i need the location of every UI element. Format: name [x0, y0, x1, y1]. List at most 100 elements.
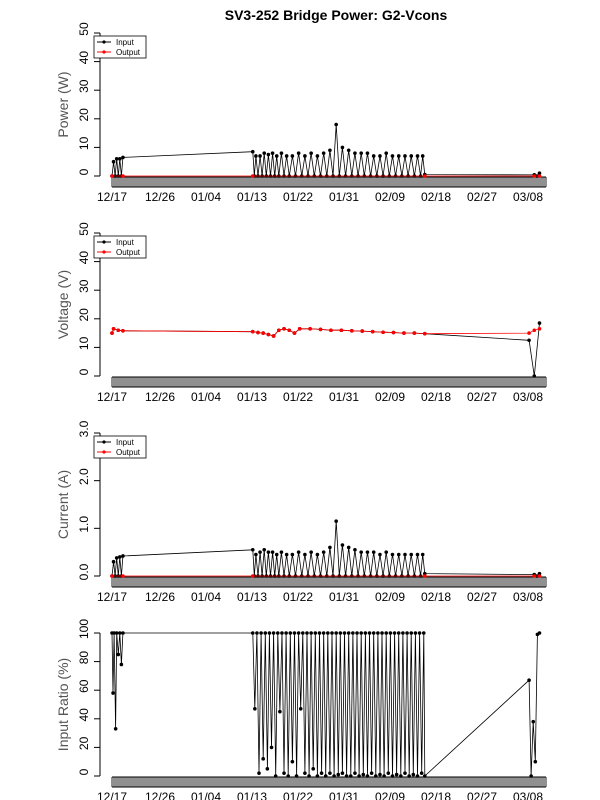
data-point [403, 154, 407, 158]
x-tick-label: 03/08 [513, 190, 543, 204]
panel-2: 0 10 20 30 40 50 Voltage (V) 12/17 12/26 01/04 01/… [55, 222, 547, 404]
series-input [110, 631, 542, 778]
y-tick-label: 40 [77, 708, 91, 722]
data-point [380, 631, 384, 635]
x-tick-label: 02/09 [375, 590, 405, 604]
data-point [273, 774, 278, 778]
x-tick-label: 12/17 [97, 790, 127, 800]
x-tick-label: 02/09 [375, 190, 405, 204]
x-tick-label: 03/08 [513, 790, 543, 800]
data-point [359, 151, 363, 155]
data-point [111, 327, 116, 331]
data-point [390, 774, 395, 778]
data-point [266, 152, 271, 157]
data-point [315, 154, 320, 158]
data-point [311, 767, 316, 771]
data-point [527, 338, 531, 343]
y-axis-label: Power (W) [55, 71, 71, 137]
y-tick-label: 60 [77, 679, 91, 693]
legend-label: Output [116, 448, 141, 457]
y-tick-label: 100 [77, 619, 91, 639]
x-tick-label: 01/13 [237, 390, 267, 404]
legend-marker [102, 50, 106, 54]
data-point [340, 543, 345, 547]
data-point [287, 328, 292, 333]
x-tick-label: 12/17 [97, 590, 127, 604]
data-point [332, 774, 336, 778]
data-point [254, 552, 258, 557]
y-tick-label: 1.0 [77, 516, 91, 533]
data-point [275, 631, 280, 635]
data-point [250, 547, 255, 552]
data-point [336, 772, 341, 777]
data-point [118, 157, 122, 161]
data-point [250, 149, 255, 154]
data-point [346, 148, 351, 153]
series-line-output [111, 328, 540, 337]
y-axis-label: Voltage (V) [55, 270, 71, 339]
data-point [292, 331, 297, 335]
y-tick-label: 0 [77, 368, 91, 375]
y-tick-label: 10 [77, 136, 91, 150]
data-point [298, 706, 303, 711]
x-tick-label: 12/17 [97, 390, 127, 404]
data-point [121, 174, 125, 178]
data-point [346, 545, 351, 550]
data-point [409, 631, 414, 635]
legend-marker [102, 240, 106, 244]
y-tick-label: 0.0 [77, 563, 91, 580]
data-point [532, 174, 537, 178]
data-point [340, 771, 345, 775]
data-point [110, 174, 114, 178]
data-point [261, 757, 265, 761]
data-point [339, 328, 344, 333]
data-point [334, 631, 338, 635]
data-point [270, 550, 275, 554]
data-point [351, 631, 355, 635]
data-point [420, 552, 425, 557]
data-point [279, 151, 284, 155]
data-point [363, 631, 368, 635]
data-point [254, 154, 258, 158]
data-point [250, 631, 255, 635]
x-tick-label: 02/18 [421, 390, 451, 404]
x-tick-label: 01/04 [191, 590, 221, 604]
data-point [114, 631, 119, 635]
x-axis-tick-strip [111, 577, 547, 587]
data-point [307, 774, 311, 778]
data-point [121, 329, 125, 333]
series-line-input [111, 124, 540, 177]
x-tick-label: 12/26 [145, 390, 175, 404]
data-point [396, 631, 401, 635]
data-point [371, 631, 376, 635]
data-point [413, 631, 418, 635]
data-point [250, 174, 255, 178]
data-point [532, 328, 537, 333]
data-point [390, 154, 395, 158]
data-point [290, 552, 295, 557]
legend-label: Output [116, 248, 141, 257]
y-tick-label: 20 [77, 108, 91, 122]
data-point [271, 334, 276, 338]
y-tick-label: 20 [77, 736, 91, 750]
data-point [301, 631, 305, 635]
x-tick-label: 03/08 [513, 590, 543, 604]
data-point [403, 771, 407, 775]
x-tick-label: 12/26 [145, 190, 175, 204]
data-point [373, 774, 378, 778]
panel-4: 0 20 40 60 80 100 Input Ratio (%) 12/17 12/26 01/… [55, 619, 547, 800]
y-tick-label: 2.0 [77, 468, 91, 485]
x-tick-label: 01/31 [329, 190, 359, 204]
x-tick-label: 02/18 [421, 790, 451, 800]
x-tick-label: 01/31 [329, 790, 359, 800]
data-point [288, 631, 293, 635]
x-tick-label: 02/27 [467, 190, 497, 204]
data-point [334, 519, 338, 523]
data-point [250, 329, 255, 334]
data-point [537, 327, 542, 331]
data-point [378, 772, 382, 777]
data-point [399, 774, 403, 778]
data-point [118, 555, 122, 559]
